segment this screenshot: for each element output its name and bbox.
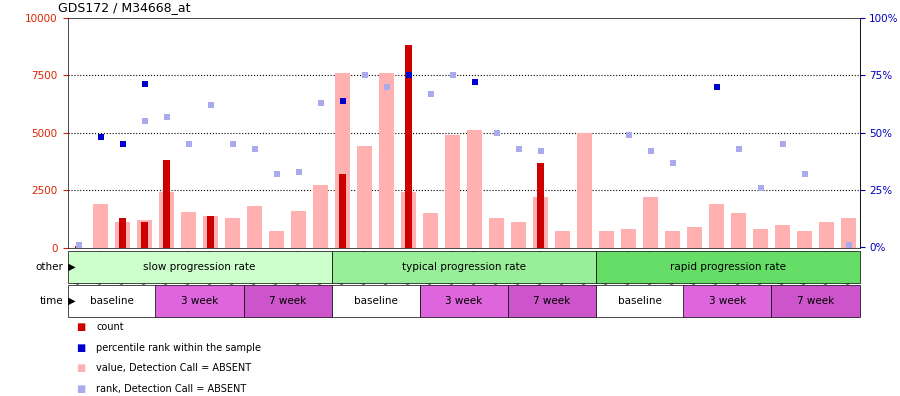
Text: rank, Detection Call = ABSENT: rank, Detection Call = ABSENT: [96, 384, 247, 394]
Bar: [511, 222, 526, 248]
Bar: [536, 162, 544, 248]
Bar: [841, 218, 856, 248]
Text: typical progression rate: typical progression rate: [401, 262, 526, 272]
Text: baseline: baseline: [90, 296, 133, 306]
Text: ■: ■: [76, 343, 86, 353]
Text: baseline: baseline: [617, 296, 662, 306]
Bar: [400, 192, 416, 248]
Bar: [687, 227, 702, 248]
Bar: [291, 211, 306, 248]
Text: count: count: [96, 322, 124, 332]
Bar: [269, 231, 284, 248]
Bar: [335, 73, 350, 248]
Bar: [665, 231, 680, 248]
Text: 7 week: 7 week: [269, 296, 306, 306]
Text: value, Detection Call = ABSENT: value, Detection Call = ABSENT: [96, 363, 251, 373]
Bar: [489, 218, 504, 248]
Bar: [115, 222, 130, 248]
Text: 3 week: 3 week: [709, 296, 746, 306]
Bar: [731, 213, 746, 248]
Text: ▶: ▶: [65, 296, 76, 306]
Text: other: other: [35, 262, 63, 272]
Bar: [598, 231, 614, 248]
Text: percentile rank within the sample: percentile rank within the sample: [96, 343, 261, 353]
Bar: [752, 229, 769, 248]
Bar: [158, 192, 175, 248]
Text: 7 week: 7 week: [796, 296, 834, 306]
Bar: [621, 229, 636, 248]
Bar: [796, 231, 812, 248]
Bar: [140, 222, 148, 248]
Bar: [709, 204, 725, 248]
Bar: [533, 197, 548, 248]
Bar: [163, 160, 170, 248]
Text: ■: ■: [76, 322, 86, 332]
Bar: [181, 212, 196, 248]
Bar: [202, 217, 218, 248]
Text: GDS172 / M34668_at: GDS172 / M34668_at: [58, 1, 191, 14]
Bar: [338, 174, 346, 248]
Bar: [313, 185, 328, 248]
Bar: [775, 225, 790, 248]
Bar: [207, 217, 214, 248]
Bar: [819, 222, 834, 248]
Text: 7 week: 7 week: [533, 296, 570, 306]
Bar: [137, 220, 152, 248]
Bar: [467, 130, 482, 248]
Text: 3 week: 3 week: [445, 296, 482, 306]
Text: 3 week: 3 week: [181, 296, 218, 306]
Bar: [75, 246, 83, 248]
Text: slow progression rate: slow progression rate: [143, 262, 256, 272]
Text: baseline: baseline: [354, 296, 398, 306]
Bar: [225, 218, 240, 248]
Text: ■: ■: [76, 384, 86, 394]
Bar: [423, 213, 438, 248]
Bar: [445, 135, 460, 248]
Bar: [405, 46, 412, 248]
Text: ▶: ▶: [65, 262, 76, 272]
Bar: [93, 204, 108, 248]
Text: ■: ■: [76, 363, 86, 373]
Bar: [356, 147, 373, 248]
Bar: [577, 133, 592, 248]
Bar: [643, 197, 658, 248]
Bar: [554, 231, 571, 248]
Text: time: time: [40, 296, 63, 306]
Text: rapid progression rate: rapid progression rate: [670, 262, 786, 272]
Bar: [247, 206, 262, 248]
Bar: [379, 73, 394, 248]
Bar: [119, 218, 126, 248]
